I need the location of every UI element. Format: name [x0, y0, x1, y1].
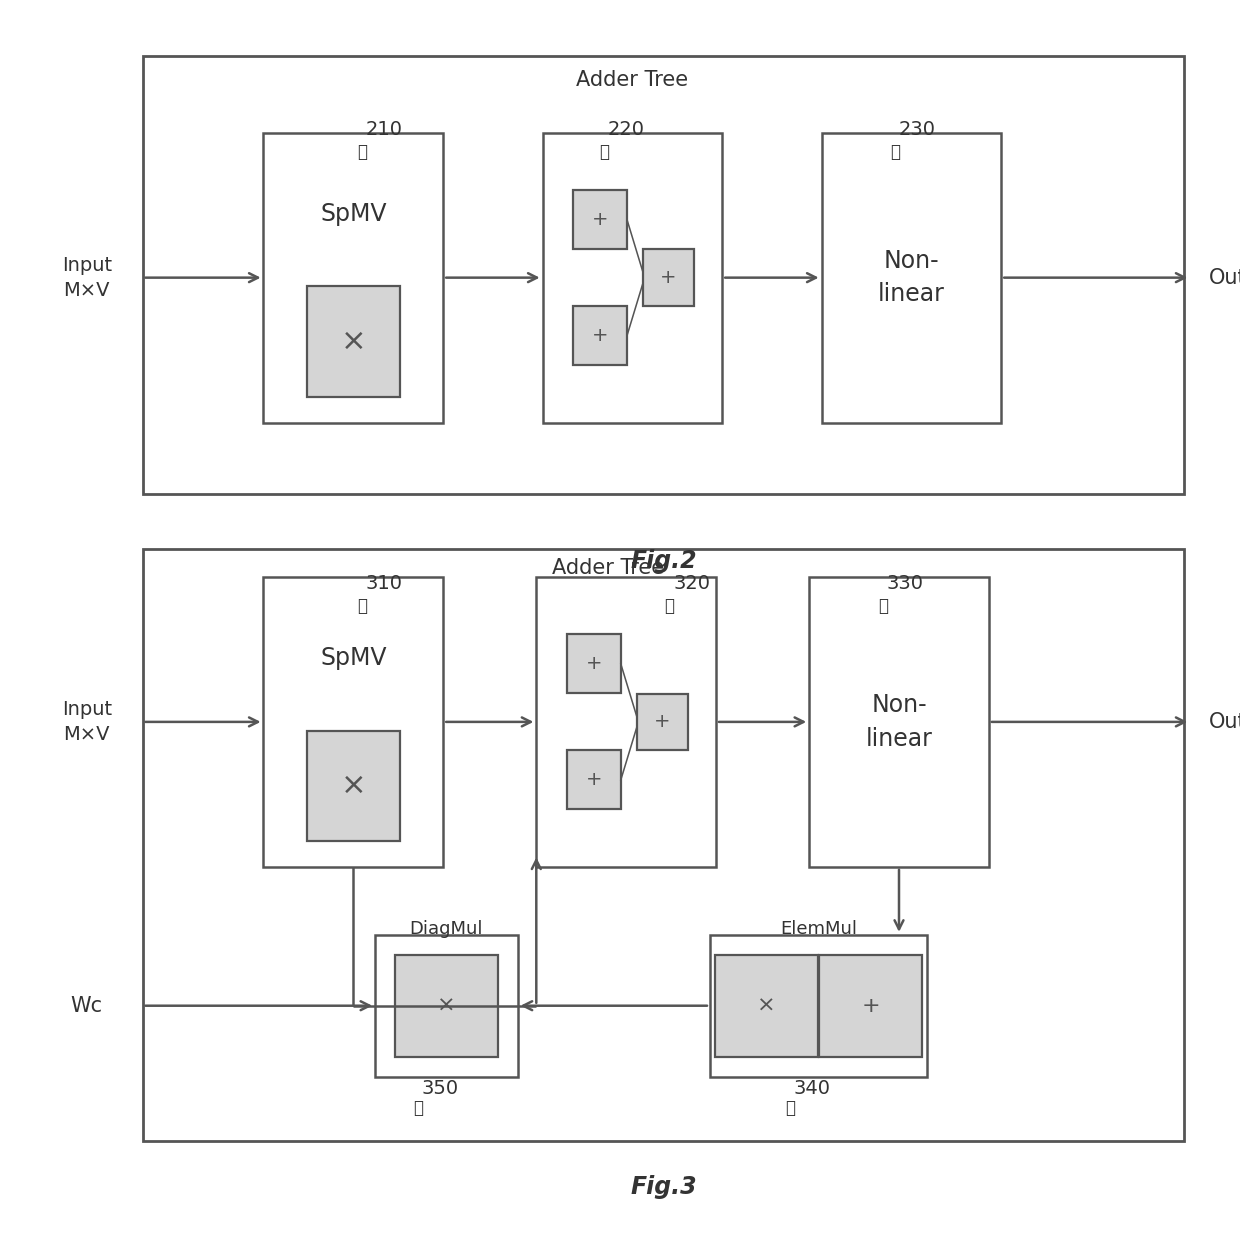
- Bar: [808, 578, 988, 866]
- Text: 230: 230: [899, 120, 936, 139]
- Text: SpMV: SpMV: [320, 202, 387, 226]
- Bar: [642, 249, 694, 306]
- Bar: [263, 133, 443, 422]
- Bar: [567, 750, 621, 810]
- Text: ⌣: ⌣: [413, 1099, 423, 1117]
- Text: ⌣: ⌣: [878, 597, 888, 615]
- Text: 330: 330: [887, 574, 924, 594]
- Text: 350: 350: [422, 1079, 459, 1098]
- Text: ×: ×: [341, 771, 366, 800]
- Text: +: +: [591, 210, 609, 230]
- Text: +: +: [653, 712, 671, 732]
- Bar: [306, 731, 401, 840]
- Bar: [567, 634, 621, 694]
- Bar: [143, 56, 1184, 494]
- Text: ⌣: ⌣: [890, 143, 900, 160]
- Bar: [636, 694, 688, 750]
- Text: 320: 320: [673, 574, 711, 594]
- Bar: [820, 955, 921, 1056]
- Text: 210: 210: [366, 120, 403, 139]
- Text: +: +: [585, 654, 603, 674]
- Text: ×: ×: [341, 327, 366, 355]
- Bar: [536, 578, 715, 866]
- Bar: [709, 935, 928, 1076]
- Bar: [143, 549, 1184, 1141]
- Bar: [306, 286, 401, 396]
- Text: Input
M×V: Input M×V: [62, 700, 112, 744]
- Text: ⌣: ⌣: [357, 143, 367, 160]
- Bar: [374, 935, 517, 1076]
- Bar: [573, 306, 627, 365]
- Text: Fig.3: Fig.3: [630, 1175, 697, 1199]
- Text: +: +: [585, 770, 603, 790]
- Bar: [263, 578, 443, 866]
- Text: 220: 220: [608, 120, 645, 139]
- Bar: [396, 955, 497, 1056]
- Bar: [715, 955, 817, 1056]
- Text: ⌣: ⌣: [665, 597, 675, 615]
- Text: Adder Tree: Adder Tree: [577, 70, 688, 90]
- Text: Adder Tree: Adder Tree: [552, 558, 663, 578]
- Text: ⌣: ⌣: [357, 597, 367, 615]
- Text: ElemMul: ElemMul: [780, 921, 857, 938]
- Text: Output: Output: [1209, 268, 1240, 288]
- Text: +: +: [591, 326, 609, 346]
- Text: +: +: [861, 996, 880, 1016]
- Text: ×: ×: [756, 996, 776, 1016]
- Text: SpMV: SpMV: [320, 647, 387, 670]
- Bar: [821, 133, 1002, 422]
- Text: Fig.2: Fig.2: [630, 549, 697, 574]
- Bar: [573, 190, 627, 249]
- Text: 310: 310: [366, 574, 403, 594]
- Text: Non-
linear: Non- linear: [866, 694, 932, 750]
- Text: DiagMul: DiagMul: [409, 921, 484, 938]
- Text: Output: Output: [1209, 712, 1240, 732]
- Bar: [543, 133, 722, 422]
- Text: Wc: Wc: [71, 996, 103, 1016]
- Text: ⌣: ⌣: [785, 1099, 795, 1117]
- Text: +: +: [660, 268, 677, 288]
- Text: Input
M×V: Input M×V: [62, 255, 112, 300]
- Text: ⌣: ⌣: [599, 143, 609, 160]
- Text: 340: 340: [794, 1079, 831, 1098]
- Text: Non-
linear: Non- linear: [878, 249, 945, 306]
- Text: ×: ×: [436, 996, 456, 1016]
